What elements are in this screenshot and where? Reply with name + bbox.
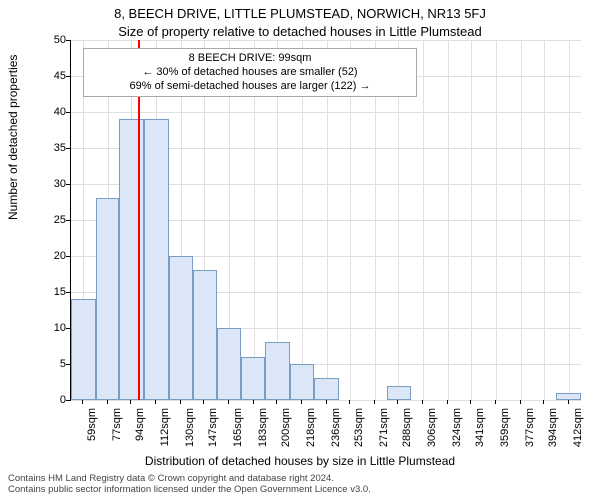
histogram-bar [556,393,581,400]
ytick-label: 35 [26,142,66,154]
gridline-v [521,40,522,400]
xtick-mark [447,400,448,404]
xtick-label: 394sqm [547,408,559,468]
gridline-v [423,40,424,400]
ytick-label: 0 [26,394,66,406]
xtick-mark [568,400,569,404]
ytick-mark [66,40,70,41]
xtick-mark [520,400,521,404]
xtick-label: 77sqm [111,408,123,468]
xtick-label: 59sqm [86,408,98,468]
xtick-label: 324sqm [451,408,463,468]
xtick-label: 271sqm [378,408,390,468]
xtick-label: 253sqm [353,408,365,468]
footer-line-2: Contains public sector information licen… [8,485,592,496]
xtick-mark [422,400,423,404]
histogram-bar [290,364,315,400]
histogram-bar [71,299,96,400]
xtick-mark [82,400,83,404]
y-axis-label: Number of detached properties [6,55,20,220]
xtick-mark [276,400,277,404]
ytick-label: 40 [26,106,66,118]
chart-title-line1: 8, BEECH DRIVE, LITTLE PLUMSTEAD, NORWIC… [0,6,600,21]
xtick-mark [228,400,229,404]
xtick-label: 377sqm [524,408,536,468]
histogram-bar [96,198,119,400]
xtick-label: 147sqm [207,408,219,468]
footer: Contains HM Land Registry data © Crown c… [8,474,592,496]
xtick-mark [470,400,471,404]
xtick-mark [203,400,204,404]
xtick-label: 412sqm [572,408,584,468]
histogram-bar [314,378,339,400]
ytick-mark [66,184,70,185]
xtick-mark [301,400,302,404]
ytick-mark [66,256,70,257]
ytick-mark [66,292,70,293]
xtick-mark [349,400,350,404]
ytick-mark [66,112,70,113]
ytick-mark [66,328,70,329]
gridline-v [496,40,497,400]
ytick-label: 5 [26,358,66,370]
ytick-label: 45 [26,70,66,82]
legend-box: 8 BEECH DRIVE: 99sqm ← 30% of detached h… [83,48,417,97]
xtick-mark [107,400,108,404]
xtick-mark [155,400,156,404]
xtick-mark [495,400,496,404]
ytick-mark [66,148,70,149]
xtick-label: 130sqm [184,408,196,468]
ytick-label: 25 [26,214,66,226]
xtick-label: 359sqm [499,408,511,468]
histogram-bar [241,357,264,400]
histogram-bar [144,119,169,400]
xtick-label: 341sqm [474,408,486,468]
ytick-label: 10 [26,322,66,334]
xtick-label: 306sqm [426,408,438,468]
xtick-mark [543,400,544,404]
xtick-mark [326,400,327,404]
xtick-label: 288sqm [401,408,413,468]
ytick-label: 20 [26,250,66,262]
ytick-mark [66,364,70,365]
xtick-label: 236sqm [330,408,342,468]
gridline-v [544,40,545,400]
xtick-label: 200sqm [280,408,292,468]
ytick-mark [66,400,70,401]
histogram-bar [169,256,194,400]
xtick-label: 94sqm [134,408,146,468]
ytick-label: 50 [26,34,66,46]
xtick-label: 165sqm [232,408,244,468]
chart-title-line2: Size of property relative to detached ho… [0,24,600,39]
histogram-bar [193,270,216,400]
chart-container: 8, BEECH DRIVE, LITTLE PLUMSTEAD, NORWIC… [0,0,600,500]
histogram-bar [265,342,290,400]
histogram-bar [387,386,410,400]
ytick-mark [66,220,70,221]
histogram-bar [217,328,242,400]
legend-line-3: 69% of semi-detached houses are larger (… [90,80,410,94]
legend-line-2: ← 30% of detached houses are smaller (52… [90,66,410,80]
xtick-mark [374,400,375,404]
xtick-mark [253,400,254,404]
xtick-mark [180,400,181,404]
ytick-mark [66,76,70,77]
xtick-label: 112sqm [159,408,171,468]
gridline-v [471,40,472,400]
xtick-mark [397,400,398,404]
ytick-label: 15 [26,286,66,298]
xtick-mark [130,400,131,404]
gridline-v [569,40,570,400]
gridline-v [448,40,449,400]
legend-line-1: 8 BEECH DRIVE: 99sqm [90,52,410,66]
xtick-label: 218sqm [305,408,317,468]
ytick-label: 30 [26,178,66,190]
xtick-label: 183sqm [257,408,269,468]
